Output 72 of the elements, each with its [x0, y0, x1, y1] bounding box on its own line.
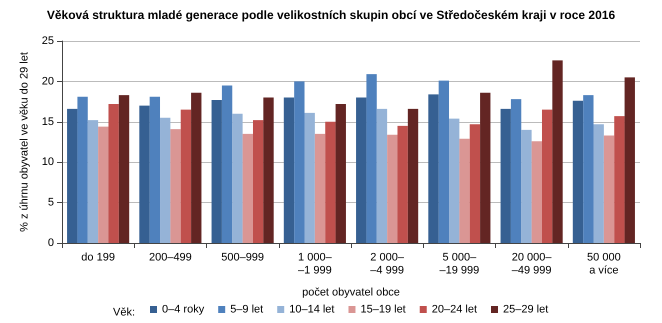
- bar: [150, 96, 160, 243]
- bar: [88, 120, 98, 243]
- legend-label: 20–24 let: [432, 304, 478, 316]
- bar: [284, 98, 294, 243]
- bar: [552, 60, 563, 243]
- bar: [356, 98, 366, 243]
- legend-title: Věk:: [113, 306, 136, 318]
- bar: [314, 134, 326, 243]
- bar: [387, 134, 398, 243]
- bar: [583, 95, 594, 243]
- bar: [449, 118, 460, 243]
- y-tick-label: 10: [42, 156, 54, 168]
- y-tick-label: 5: [48, 196, 54, 209]
- y-tick-label: 20: [42, 75, 54, 88]
- bar: [118, 95, 130, 243]
- legend-label: 5–9 let: [230, 304, 264, 316]
- bar: [191, 92, 202, 243]
- bar: [604, 136, 614, 243]
- bar: [180, 110, 192, 243]
- bar: [594, 124, 604, 243]
- x-tick-label: do 199: [81, 252, 115, 264]
- bar: [67, 108, 78, 243]
- legend-label: 0–4 roky: [162, 304, 205, 316]
- bar: [624, 77, 635, 243]
- bar: [77, 96, 88, 243]
- bar: [459, 138, 470, 243]
- bar: [232, 114, 243, 243]
- bar: [222, 85, 232, 243]
- legend-label: 25–29 let: [503, 304, 548, 316]
- x-tick-label: 50 000 a více: [587, 252, 621, 276]
- bar: [532, 141, 542, 243]
- bar: [428, 94, 439, 243]
- bar: [325, 122, 336, 243]
- bar: [480, 92, 490, 243]
- x-tick-label: 2 000– –4 999: [370, 252, 405, 276]
- x-tick-label: 1 000– –1 999: [298, 252, 333, 276]
- bar: [500, 108, 511, 243]
- legend-label: 15–19 let: [360, 304, 406, 316]
- chart-title: Věková struktura mladé generace podle velikostních skupin obcí ve Středočeském kraji v roce 2016: [46, 8, 616, 22]
- x-tick-label: 5 000– –19 999: [439, 252, 480, 276]
- bar: [397, 126, 408, 243]
- x-tick-label: 20 000– –49 999: [512, 252, 552, 276]
- bar: [366, 74, 377, 243]
- bar: [614, 116, 625, 243]
- bar: [170, 129, 181, 243]
- bar: [252, 120, 264, 243]
- y-tick-label: 15: [42, 116, 54, 128]
- x-tick-label: 200–499: [148, 252, 192, 264]
- bar: [139, 106, 150, 243]
- bar: [212, 100, 222, 243]
- bar: [294, 81, 305, 243]
- legend-label: 10–14 let: [289, 304, 334, 316]
- bar: [263, 98, 274, 243]
- y-tick-label: 25: [42, 35, 54, 47]
- bar: [572, 100, 584, 243]
- y-axis-title: % z úhrnu obyvatel ve věku do 29 let: [18, 52, 30, 232]
- bar: [510, 99, 522, 243]
- bar: [304, 112, 315, 243]
- bar: [108, 104, 119, 243]
- bar: [160, 118, 170, 243]
- bar: [542, 110, 552, 243]
- bar: [376, 108, 388, 243]
- x-axis-title: počet obyvatel obce: [302, 286, 400, 298]
- x-tick-label: 500–999: [221, 252, 264, 264]
- bar: [242, 134, 253, 243]
- bar: [336, 104, 346, 243]
- bar: [470, 124, 480, 243]
- bar: [408, 108, 418, 243]
- bar: [438, 80, 450, 243]
- bar: [521, 130, 532, 243]
- bar: [98, 126, 108, 243]
- y-tick-label: 0: [48, 237, 54, 249]
